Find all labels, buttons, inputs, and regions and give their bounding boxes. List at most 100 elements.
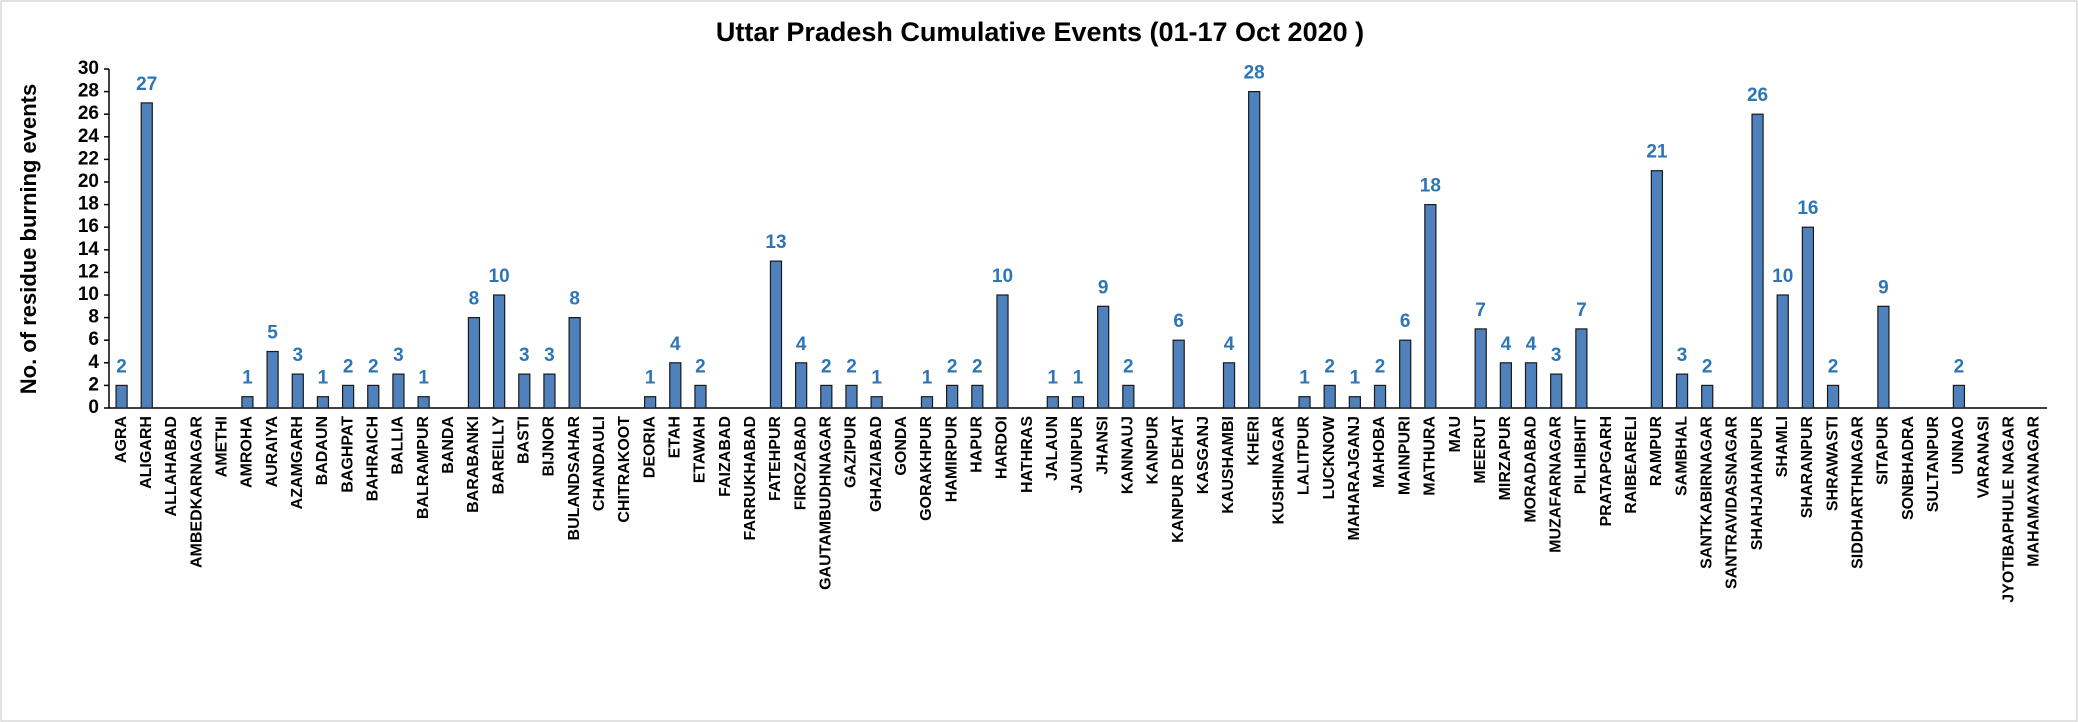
data-label: 8: [469, 289, 480, 310]
x-tick-label: JYOTIBAPHULE NAGAR: [2000, 416, 2017, 603]
x-tick-label: BIJNOR: [541, 416, 558, 477]
data-label: 8: [569, 289, 580, 310]
x-tick-label: BADAUN: [314, 416, 331, 485]
bar: [870, 396, 883, 409]
data-label: 7: [1576, 300, 1587, 321]
x-tick-label: AMROHA: [239, 416, 256, 488]
data-label: 1: [318, 368, 329, 389]
x-tick-label: AZAMGARH: [289, 416, 306, 509]
x-tick-label: SIDDHARTHNAGAR: [1849, 416, 1866, 569]
bar: [1575, 328, 1588, 409]
y-tick-label: 12: [78, 261, 99, 282]
x-tick-label: GONDA: [893, 416, 910, 476]
x-tick-label: MAHOBA: [1371, 416, 1388, 488]
data-label: 5: [267, 323, 278, 344]
data-label: 6: [1173, 311, 1184, 332]
x-tick-label: PRATAPGARH: [1598, 416, 1615, 527]
x-tick-label: GORAKHPUR: [918, 416, 935, 521]
x-tick-label: UNNAO: [1950, 416, 1967, 475]
x-tick-label: BASTI: [516, 416, 533, 464]
data-label: 10: [489, 266, 510, 287]
data-label: 3: [544, 345, 555, 366]
bar: [1373, 384, 1387, 409]
x-tick-label: MEERUT: [1472, 416, 1489, 484]
data-label: 1: [1073, 368, 1084, 389]
bar: [1323, 384, 1336, 409]
bar: [1877, 305, 1890, 409]
bar: [1298, 396, 1311, 409]
bar: [769, 260, 783, 409]
data-label: 9: [1878, 277, 1889, 298]
x-tick-label: MORADABAD: [1522, 416, 1539, 523]
data-label: 21: [1646, 142, 1668, 163]
x-tick-label: SONBHADRA: [1900, 416, 1917, 520]
y-tick-label: 8: [88, 307, 99, 328]
x-tick-label: MAU: [1447, 416, 1464, 452]
x-tick-label: BULANDSAHAR: [566, 416, 583, 541]
bar: [1776, 294, 1789, 409]
y-axis-label: No. of residue burning events: [16, 84, 41, 394]
data-label: 1: [1299, 368, 1310, 389]
data-label: 2: [343, 356, 354, 377]
bar: [568, 317, 581, 409]
x-tick-label: SHARANPUR: [1799, 416, 1816, 519]
x-tick-label: HATHRAS: [1019, 416, 1036, 493]
chart-title: Uttar Pradesh Cumulative Events (01-17 O…: [716, 17, 1364, 47]
bar: [1097, 305, 1110, 409]
y-tick-label: 6: [88, 329, 99, 350]
y-tick-label: 10: [78, 284, 99, 305]
bar: [367, 384, 380, 409]
x-tick-label: KAUSHAMBI: [1220, 416, 1237, 514]
x-tick-label: MIRZAPUR: [1497, 416, 1514, 501]
y-tick-label: 4: [88, 352, 99, 373]
data-label: 4: [1501, 334, 1512, 355]
y-tick-label: 14: [78, 239, 100, 260]
data-label: 2: [1375, 356, 1386, 377]
x-tick-label: SITAPUR: [1875, 416, 1892, 485]
bar: [1046, 396, 1059, 409]
data-label: 3: [292, 345, 303, 366]
bar: [543, 373, 556, 409]
y-tick-label: 2: [88, 374, 99, 395]
bar: [1071, 396, 1085, 409]
data-label: 2: [368, 356, 379, 377]
data-label: 4: [1224, 334, 1235, 355]
x-tick-label: ALIGARH: [138, 416, 155, 489]
data-label: 1: [242, 368, 253, 389]
data-label: 28: [1244, 63, 1265, 84]
bar: [392, 373, 405, 409]
bar: [241, 396, 254, 409]
bar: [518, 373, 531, 409]
x-tick-label: JHANSI: [1094, 416, 1111, 475]
x-tick-label: SANTRAVIDASNAGAR: [1724, 416, 1741, 589]
data-label: 1: [418, 368, 429, 389]
data-label: 27: [136, 74, 157, 95]
data-label: 18: [1420, 176, 1441, 197]
x-tick-label: BAREILLY: [490, 416, 507, 495]
data-label: 7: [1475, 300, 1486, 321]
x-tick-label: AMETHI: [213, 416, 230, 477]
x-tick-label: KANPUR: [1145, 416, 1162, 485]
data-label: 10: [1772, 266, 1793, 287]
bar: [316, 396, 330, 409]
bar: [643, 396, 657, 409]
data-label: 9: [1098, 277, 1109, 298]
data-label: 4: [670, 334, 681, 355]
x-tick-label: BAHRAICH: [364, 416, 381, 501]
y-tick-label: 24: [78, 126, 100, 147]
bar: [820, 384, 833, 409]
x-tick-label: SHAMLI: [1774, 416, 1791, 477]
x-tick-label: BALLIA: [390, 416, 407, 475]
x-tick-label: KHERI: [1245, 416, 1262, 466]
y-tick-label: 16: [78, 216, 99, 237]
data-label: 26: [1747, 85, 1768, 106]
bar: [996, 294, 1009, 409]
bar: [946, 384, 959, 409]
data-label: 3: [1677, 345, 1688, 366]
data-label: 1: [645, 368, 656, 389]
y-tick-label: 30: [78, 58, 99, 79]
bar: [115, 384, 128, 409]
bar: [1952, 384, 1966, 409]
data-label: 2: [972, 356, 983, 377]
